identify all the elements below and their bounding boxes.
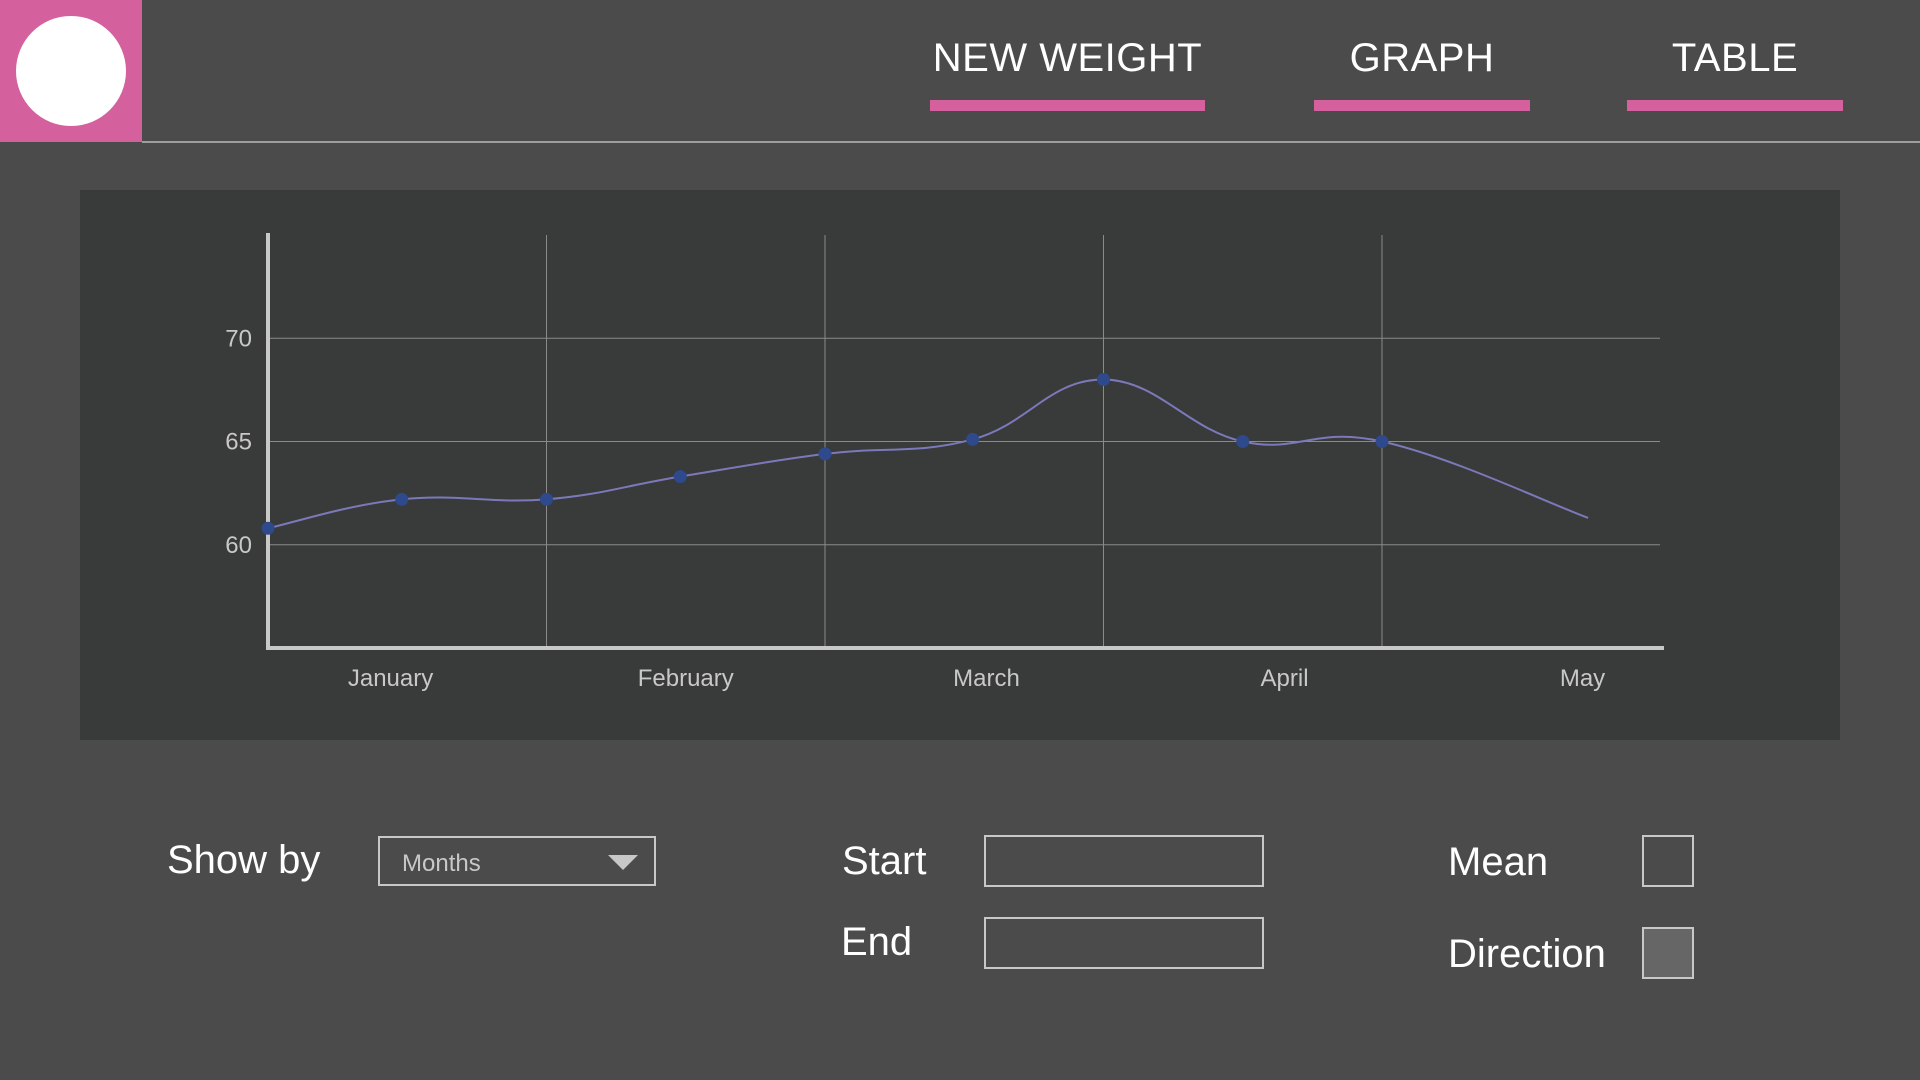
tab-graph[interactable]: GRAPH: [1314, 30, 1530, 111]
direction-label: Direction: [1448, 932, 1606, 976]
circle-logo-icon: [16, 16, 126, 126]
start-label: Start: [842, 839, 927, 883]
tab-table-underline: [1627, 100, 1843, 111]
x-tick-label: February: [638, 665, 734, 692]
start-input[interactable]: [984, 835, 1264, 887]
tab-table-label: TABLE: [1671, 36, 1799, 80]
y-tick-label: 65: [225, 429, 252, 456]
y-tick-label: 60: [225, 532, 252, 559]
mean-label: Mean: [1448, 840, 1549, 884]
data-point: [818, 447, 832, 461]
data-point: [966, 432, 980, 446]
logo-panel: [0, 0, 142, 142]
header-divider: [142, 141, 1920, 143]
end-input[interactable]: [984, 917, 1264, 969]
show-by-select[interactable]: Months: [378, 836, 656, 886]
data-point: [395, 492, 409, 506]
x-tick-label: May: [1560, 665, 1605, 692]
direction-checkbox[interactable]: [1642, 927, 1694, 979]
data-point: [540, 492, 553, 506]
show-by-label: Show by: [167, 838, 321, 882]
tab-new-weight-label: NEW WEIGHT: [932, 36, 1203, 80]
series-line: [267, 378, 1589, 530]
data-point: [673, 470, 687, 484]
data-point: [261, 521, 275, 535]
data-point: [1375, 435, 1389, 448]
mean-checkbox[interactable]: [1642, 835, 1694, 887]
chart-panel: 60 65 70 January February March April May: [80, 190, 1840, 740]
x-tick-label: April: [1261, 665, 1309, 692]
data-point: [1236, 435, 1250, 448]
end-label: End: [841, 920, 913, 964]
x-tick-label: January: [348, 665, 433, 692]
tab-new-weight-underline: [930, 100, 1205, 111]
dropdown-triangle-icon: [608, 855, 638, 870]
weight-line-chart: 60 65 70 January February March April May: [225, 233, 1664, 692]
tab-graph-underline: [1314, 100, 1530, 111]
show-by-selected-value: Months: [402, 850, 481, 877]
tab-new-weight[interactable]: NEW WEIGHT: [930, 30, 1205, 111]
tab-table[interactable]: TABLE: [1627, 30, 1843, 111]
data-point: [1097, 373, 1110, 387]
x-tick-label: March: [953, 665, 1020, 692]
tab-graph-label: GRAPH: [1349, 36, 1495, 80]
y-tick-label: 70: [225, 325, 252, 352]
